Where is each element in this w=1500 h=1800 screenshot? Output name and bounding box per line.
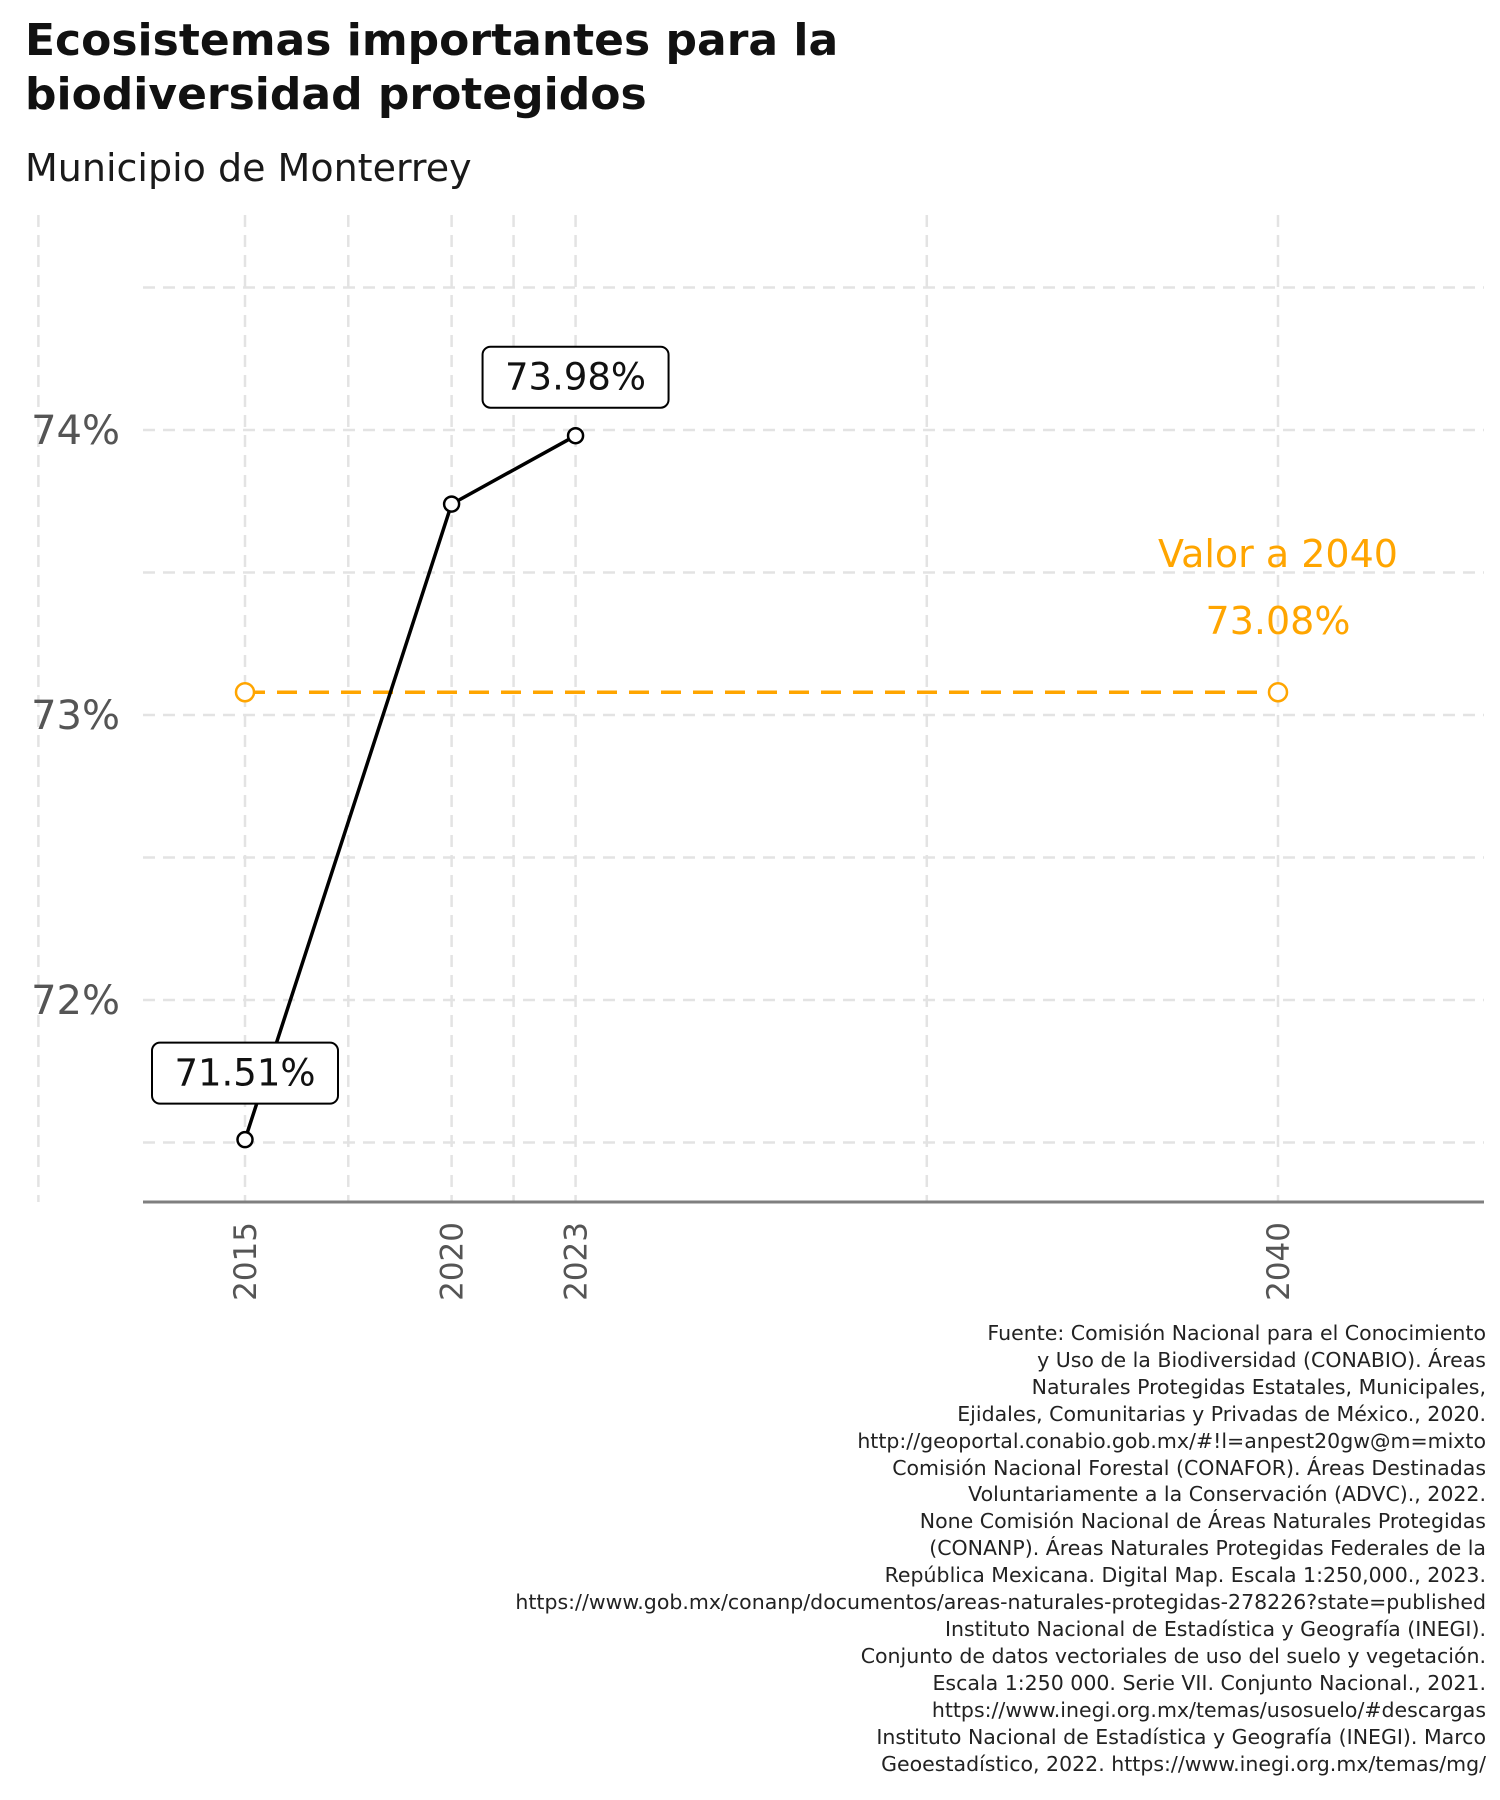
main-series [236,426,585,1149]
target-point [1267,681,1289,703]
caption-line: Voluntariamente a la Conservación (ADVC)… [968,1482,1486,1507]
caption-line: Escala 1:250 000. Serie VII. Conjunto Na… [932,1670,1486,1695]
line-chart: 72% 73% 74% 2015 2020 2023 2040 71.51% 73.98% Va… [31,215,1484,1301]
data-point [566,426,585,445]
data-label: 73.98% [505,356,646,399]
data-label-box [151,1041,339,1105]
caption-line: https://www.inegi.org.mx/temas/usosuelo/… [931,1697,1486,1722]
caption-line: Naturales Protegidas Estatales, Municipa… [1031,1374,1486,1399]
caption-line: None Comisión Nacional de Áreas Naturale… [919,1509,1486,1534]
grid-lines [37,215,1484,1202]
chart-subtitle: Municipio de Monterrey [25,146,472,190]
target-annotation-title: Valor a 2040 [1158,532,1398,576]
caption-line: Comisión Nacional Forestal (CONAFOR). Ár… [892,1455,1486,1480]
caption-line: República Mexicana. Digital Map. Escala … [884,1563,1486,1588]
axes: 72% 73% 74% 2015 2020 2023 2040 [31,408,1484,1301]
x-tick-label: 2020 [435,1222,471,1301]
y-tick-label: 74% [31,408,120,454]
caption-line: Geoestadístico, 2022. https://www.inegi.… [881,1751,1486,1776]
data-labels: 71.51% 73.98% Valor a 2040 73.08% [151,345,1398,1105]
caption-line: Instituto Nacional de Estadística y Geog… [944,1616,1486,1641]
caption-line: Ejidales, Comunitarias y Privadas de Méx… [957,1401,1486,1426]
caption-line: y Uso de la Biodiversidad (CONABIO). Áre… [1037,1347,1486,1372]
target-series [234,681,1289,703]
y-tick-label: 72% [31,978,120,1024]
x-tick-label: 2040 [1261,1222,1297,1301]
x-tick-label: 2015 [228,1222,264,1301]
data-label: 71.51% [174,1052,315,1095]
source-caption: Fuente: Comisión Nacional para el Conoci… [286,1320,1486,1777]
target-point [234,681,256,703]
data-point [236,1130,254,1149]
y-tick-label: 73% [31,693,120,739]
caption-line: http://geoportal.conabio.gob.mx/#!l=anpe… [857,1428,1486,1453]
data-label-box [481,345,670,409]
caption-line: Instituto Nacional de Estadística y Geog… [876,1724,1486,1749]
data-point [442,495,461,513]
caption-line: (CONANP). Áreas Naturales Protegidas Fed… [929,1536,1486,1561]
caption-line: https://www.gob.mx/conanp/documentos/are… [515,1590,1486,1615]
caption-line: Fuente: Comisión Nacional para el Conoci… [987,1321,1486,1345]
x-tick-label: 2023 [559,1222,595,1301]
caption-line: Conjunto de datos vectoriales de uso del… [860,1643,1486,1668]
series-line [243,434,577,1141]
chart-title: Ecosistemas importantes para la biodiver… [25,15,839,120]
target-annotation-value: 73.08% [1206,599,1351,643]
